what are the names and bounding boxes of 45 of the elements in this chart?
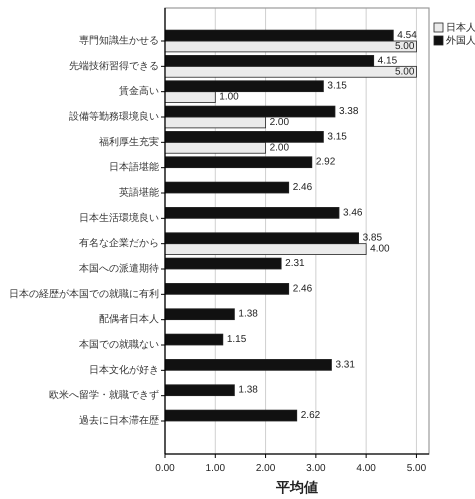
category-label: 配偶者日本人 [99,314,159,326]
category-label: 過去に日本滞在歴 [79,416,159,426]
value-label: 3.46 [343,207,362,218]
category-label: 本国での就職ない [79,340,159,350]
value-label: 2.46 [292,182,312,194]
value-label: 3.38 [338,106,358,118]
tick-label: 2.00 [256,463,276,474]
tick-label: 0.00 [155,463,175,474]
value-label: 5.00 [394,66,414,78]
value-label: 1.00 [219,92,239,103]
category-label: 日本文化が好き [89,364,159,376]
category-label: 日本生活環境良い [79,212,159,224]
value-label: 2.62 [300,410,320,422]
category-label: 本国への派遣期待 [79,264,159,274]
value-label: 2.31 [285,258,305,270]
value-label: 4.00 [370,244,390,255]
value-label: 1.15 [226,334,246,346]
category-label: 賃金高い [119,86,159,98]
tick-label: 3.00 [306,463,326,474]
value-label: 2.46 [292,283,312,294]
value-label: 1.38 [238,308,258,320]
value-label: 3.31 [335,359,355,370]
category-label: 福利厚生充実 [99,136,159,148]
value-label: 3.15 [327,131,347,142]
category-label: 日本語堪能 [109,162,159,174]
category-label: 設備等勤務環境良い [69,112,159,122]
category-label: 専門知識生かせる [79,36,159,46]
category-label: 英語堪能 [119,188,159,198]
value-label: 2.00 [270,142,290,154]
value-label: 5.00 [394,40,414,52]
category-label: 先端技術習得できる [69,60,159,72]
tick-label: 1.00 [206,463,226,474]
category-label: 有名な企業だから [79,238,159,250]
value-label: 1.38 [238,384,258,396]
value-label: 2.00 [270,116,290,128]
value-label: 3.15 [327,80,347,92]
tick-label: 5.00 [406,463,426,474]
value-label: 2.92 [316,156,336,168]
value-label: 4.15 [378,55,398,66]
category-label: 欧米へ留学・就職できず [49,390,159,402]
category-label: 日本の経歴が本国での就職に有利 [9,288,159,300]
value-label: 3.85 [362,232,382,244]
tick-label: 4.00 [356,463,376,474]
xlabel: 平均値 [276,479,318,495]
value-label: 4.54 [397,30,417,42]
